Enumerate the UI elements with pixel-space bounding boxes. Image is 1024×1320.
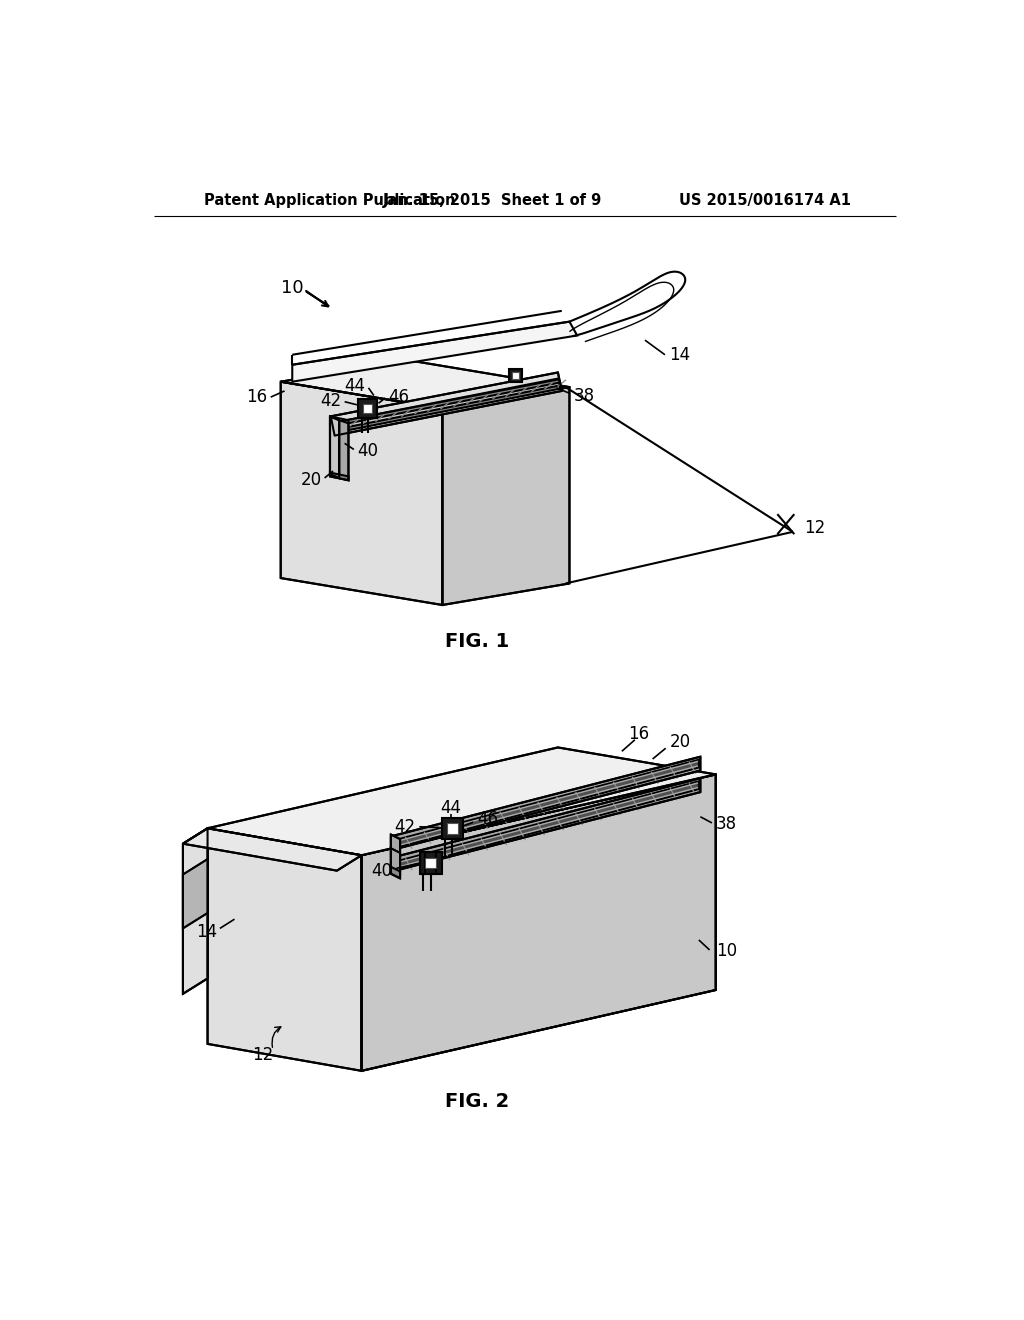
Polygon shape xyxy=(447,822,458,834)
Text: 46: 46 xyxy=(388,388,410,407)
Text: 38: 38 xyxy=(573,387,595,404)
Polygon shape xyxy=(183,859,208,928)
Text: 40: 40 xyxy=(372,862,392,879)
Polygon shape xyxy=(361,775,716,1071)
Text: 44: 44 xyxy=(440,800,462,817)
Polygon shape xyxy=(441,817,463,840)
Text: 44: 44 xyxy=(344,376,366,395)
Text: 10: 10 xyxy=(282,279,304,297)
Polygon shape xyxy=(512,372,518,379)
Polygon shape xyxy=(331,372,562,436)
Polygon shape xyxy=(336,385,560,433)
Text: 12: 12 xyxy=(252,1047,273,1064)
Text: 42: 42 xyxy=(321,392,342,411)
Text: 40: 40 xyxy=(357,442,379,459)
Polygon shape xyxy=(292,322,578,381)
Polygon shape xyxy=(425,858,436,869)
Polygon shape xyxy=(391,849,400,874)
Polygon shape xyxy=(208,829,361,1071)
Text: 16: 16 xyxy=(247,388,267,407)
Text: 14: 14 xyxy=(670,346,690,364)
Text: 12: 12 xyxy=(804,519,825,537)
Text: 46: 46 xyxy=(477,810,498,828)
Polygon shape xyxy=(364,404,373,413)
Text: 38: 38 xyxy=(716,816,737,833)
Text: 42: 42 xyxy=(394,818,416,836)
Polygon shape xyxy=(281,360,569,409)
Polygon shape xyxy=(420,853,441,874)
Polygon shape xyxy=(391,867,400,878)
Polygon shape xyxy=(392,779,700,871)
Text: 14: 14 xyxy=(196,923,217,941)
Polygon shape xyxy=(330,473,348,480)
Polygon shape xyxy=(442,387,569,605)
Polygon shape xyxy=(358,400,377,418)
Polygon shape xyxy=(396,781,698,869)
Text: US 2015/0016174 A1: US 2015/0016174 A1 xyxy=(679,193,851,209)
Text: FIG. 1: FIG. 1 xyxy=(445,632,509,652)
Polygon shape xyxy=(425,853,436,874)
Text: Patent Application Publication: Patent Application Publication xyxy=(204,193,456,209)
Polygon shape xyxy=(208,747,716,855)
Polygon shape xyxy=(335,379,560,425)
Polygon shape xyxy=(339,420,348,480)
Polygon shape xyxy=(396,760,698,847)
Polygon shape xyxy=(183,829,361,871)
Polygon shape xyxy=(281,381,442,605)
Text: 10: 10 xyxy=(716,942,737,961)
Polygon shape xyxy=(391,834,400,853)
Polygon shape xyxy=(392,756,700,850)
Text: Jan. 15, 2015  Sheet 1 of 9: Jan. 15, 2015 Sheet 1 of 9 xyxy=(383,193,602,209)
Text: 20: 20 xyxy=(670,733,690,751)
Polygon shape xyxy=(509,370,521,381)
Polygon shape xyxy=(183,829,208,994)
Polygon shape xyxy=(330,416,339,478)
Polygon shape xyxy=(335,379,560,432)
Text: FIG. 2: FIG. 2 xyxy=(445,1092,509,1111)
Text: 20: 20 xyxy=(300,471,322,490)
Text: 16: 16 xyxy=(628,726,649,743)
